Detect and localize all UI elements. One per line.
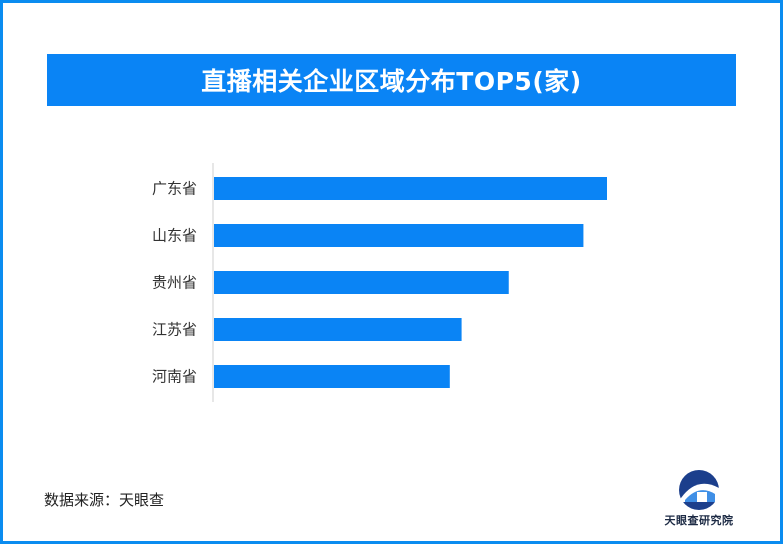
category-label-3: 江苏省 bbox=[152, 321, 197, 339]
chart-title-bar: 直播相关企业区域分布TOP5(家) bbox=[47, 54, 736, 106]
bars-group bbox=[214, 177, 607, 388]
bar-2 bbox=[214, 271, 509, 294]
tianyancha-logo-icon bbox=[679, 470, 719, 510]
category-label-1: 山东省 bbox=[152, 227, 197, 245]
bar-1 bbox=[214, 224, 584, 247]
bar-0 bbox=[214, 177, 607, 200]
logo-text: 天眼查研究院 bbox=[664, 514, 734, 527]
category-label-2: 贵州省 bbox=[152, 274, 197, 292]
bar-3 bbox=[214, 318, 462, 341]
category-label-0: 广东省 bbox=[152, 180, 197, 198]
bar-4 bbox=[214, 365, 450, 388]
logo: 天眼查研究院 bbox=[657, 468, 741, 532]
data-source-note: 数据来源：天眼查 bbox=[44, 491, 165, 509]
chart-title: 直播相关企业区域分布TOP5(家) bbox=[201, 67, 582, 96]
category-label-4: 河南省 bbox=[152, 368, 197, 386]
